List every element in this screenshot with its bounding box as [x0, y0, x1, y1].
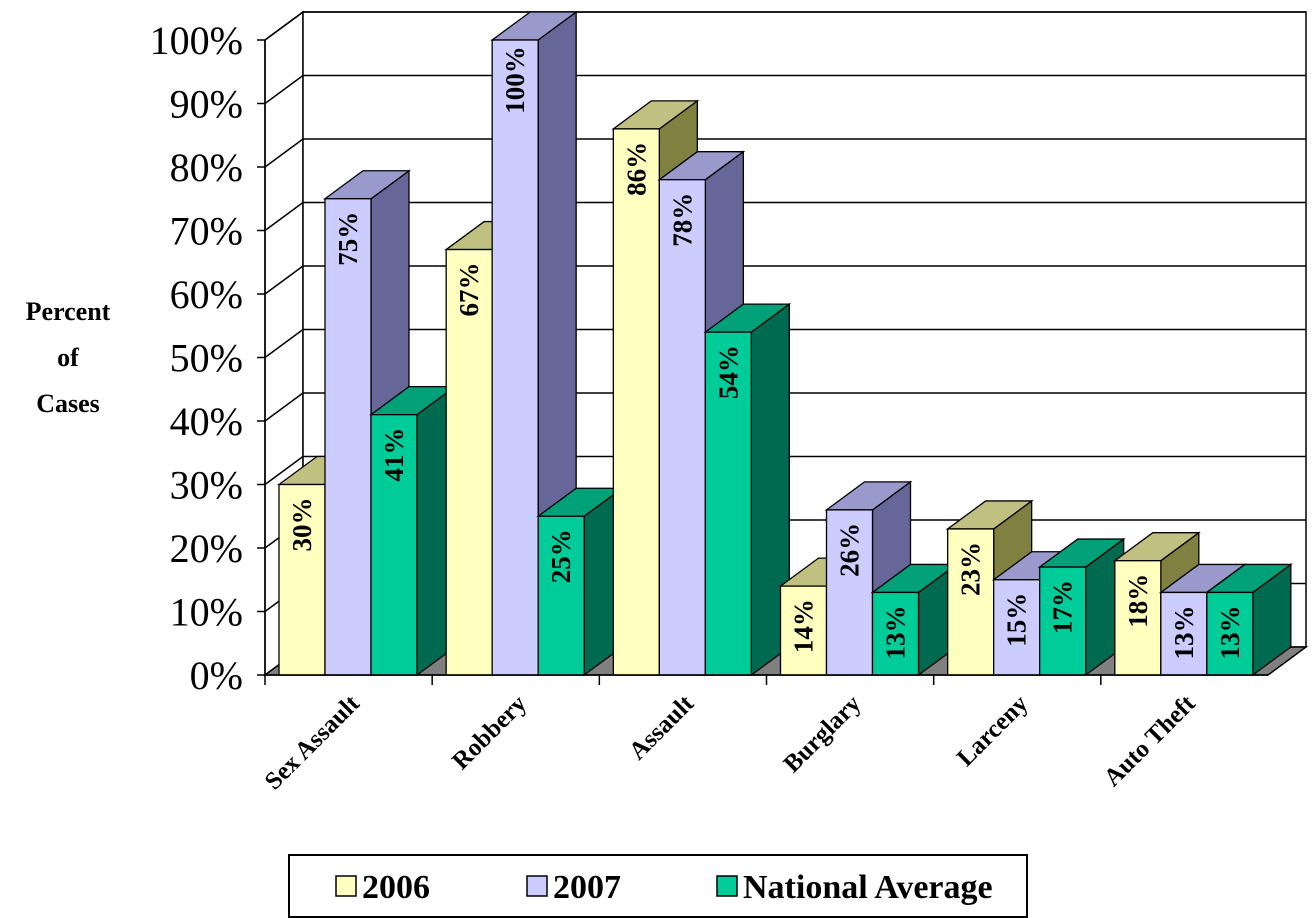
bar-front-face: [278, 483, 326, 676]
data-label: 54%: [713, 345, 743, 399]
bar-robbery-national-average: [536, 486, 625, 677]
bar-front-face: [445, 248, 493, 676]
bar-front-face: [993, 579, 1041, 676]
bar-front-face: [871, 591, 920, 676]
bar-auto-theft-national-average: [1204, 563, 1293, 677]
data-label: 15%: [1002, 593, 1032, 647]
gridline-diagonal: [264, 138, 304, 168]
bar-front-face: [1114, 560, 1162, 676]
y-tick-label: 40%: [170, 399, 243, 444]
y-tick-label: 80%: [170, 145, 243, 190]
x-tick-label: Larceny: [952, 690, 1034, 772]
y-axis-title-line: of: [57, 343, 79, 372]
bar-front-face: [370, 413, 418, 676]
bar-sex-assault-national-average: [369, 385, 457, 677]
data-label: 25%: [546, 529, 576, 583]
y-axis-title-line: Percent: [26, 297, 111, 326]
y-axis-title-line: Cases: [36, 389, 100, 418]
data-label: 100%: [500, 46, 530, 114]
bar-front-face: [491, 39, 539, 676]
y-tick-label: 70%: [170, 209, 243, 254]
data-label: 13%: [1215, 605, 1245, 659]
gridline-diagonal: [264, 201, 304, 232]
y-axis-label: Percent of Cases: [26, 297, 111, 418]
legend-swatch-2007: [526, 875, 548, 897]
legend-box: [288, 854, 1028, 918]
y-tick-label: 30%: [170, 463, 243, 508]
data-label: 75%: [333, 212, 363, 266]
bar-front-face: [1039, 566, 1087, 676]
x-tick-label: Robbery: [447, 690, 532, 775]
bar-burglary-national-average: [870, 563, 959, 677]
legend: 2006 2007 National Average: [288, 854, 1028, 918]
legend-label-2006: 2006: [362, 869, 430, 906]
y-tick-label: 50%: [170, 336, 243, 381]
data-label: 23%: [956, 542, 986, 596]
data-label: 26%: [835, 523, 865, 577]
legend-swatch-national-average: [716, 875, 738, 897]
gridline-diagonal: [264, 392, 304, 422]
x-tick-label: Burglary: [778, 690, 866, 778]
bar-front-face: [704, 331, 752, 676]
bars: 30% 75% 41% 67% 100% 25% 86% 78% 54% 14% 26% 13% 23%…: [277, 10, 1293, 677]
y-tick-label: 90%: [170, 82, 243, 127]
gridline-diagonal: [264, 74, 304, 105]
x-tick-label: Sex Assault: [260, 690, 366, 796]
y-tick-label: 0%: [190, 653, 243, 698]
data-label: 86%: [621, 142, 651, 196]
data-label: 17%: [1048, 580, 1078, 634]
bar-larceny-national-average: [1037, 537, 1126, 677]
data-label: 30%: [287, 498, 317, 552]
gridline-diagonal: [264, 455, 304, 486]
y-tick-label: 60%: [170, 272, 243, 317]
bar-front-face: [324, 198, 372, 676]
bar-front-face: [612, 128, 660, 676]
gridline-diagonal: [264, 265, 304, 295]
bar-front-face: [947, 528, 995, 676]
legend-label-2007: 2007: [553, 869, 621, 906]
legend-label-national-average: National Average: [743, 869, 993, 906]
data-label: 14%: [789, 599, 819, 653]
y-tick-label: 20%: [170, 526, 243, 571]
y-tick-label: 10%: [170, 590, 243, 635]
bar-assault-national-average: [703, 302, 792, 677]
data-label: 13%: [1169, 605, 1199, 659]
data-label: 41%: [379, 428, 409, 482]
bar-front-face: [779, 585, 828, 676]
bar-front-face: [537, 515, 585, 676]
data-label: 67%: [454, 263, 484, 317]
gridline-diagonal: [264, 11, 304, 41]
x-tick-label: Assault: [624, 690, 700, 766]
data-label: 78%: [667, 193, 697, 247]
legend-swatch-2006: [335, 875, 357, 897]
x-tick-label: Auto Theft: [1099, 690, 1201, 792]
bar-front-face: [658, 179, 706, 676]
y-tick-label: 100%: [150, 18, 243, 63]
bar-front-face: [825, 509, 874, 676]
data-label: 13%: [881, 605, 911, 659]
gridline-diagonal: [264, 328, 304, 359]
data-label: 18%: [1123, 574, 1153, 628]
